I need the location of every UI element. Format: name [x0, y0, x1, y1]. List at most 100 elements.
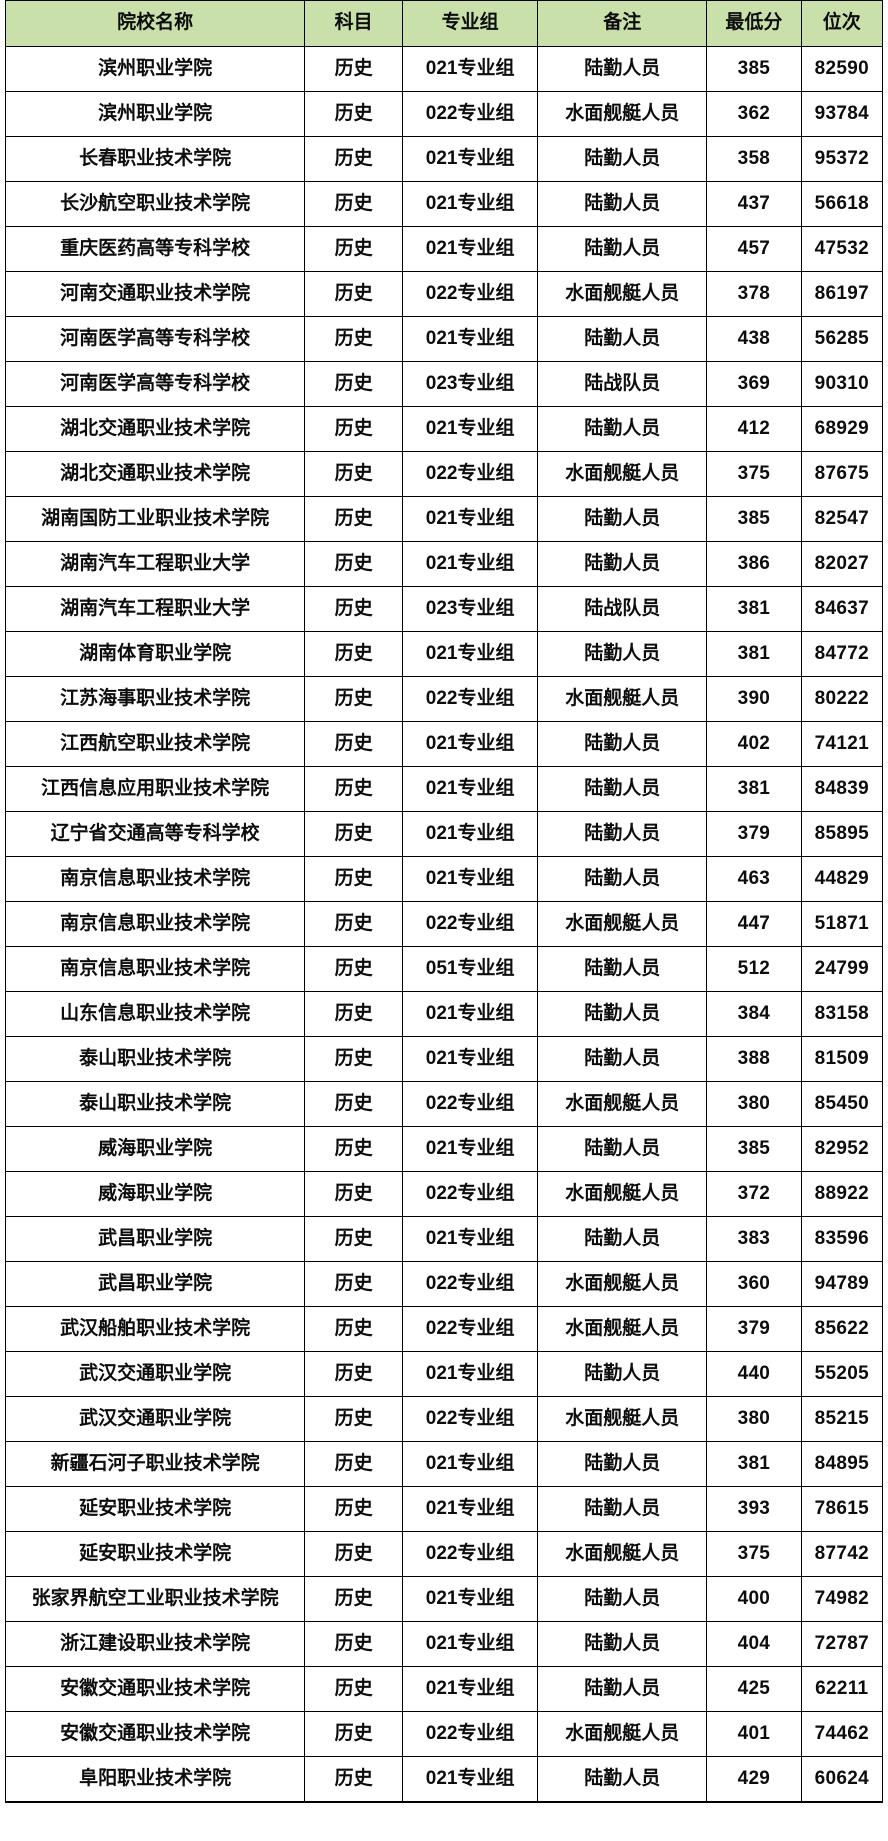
cell-rank: 55205: [800, 1351, 884, 1397]
cell-rank: 84895: [800, 1441, 884, 1487]
cell-school: 武昌职业学院: [4, 1216, 306, 1262]
table-header-row: 院校名称 科目 专业组 备注 最低分 位次: [4, 0, 884, 47]
cell-score: 404: [706, 1621, 802, 1667]
cell-remark: 陆勤人员: [537, 136, 708, 182]
cell-subject: 历史: [304, 541, 403, 587]
cell-school: 山东信息职业技术学院: [4, 991, 306, 1037]
cell-school: 滨州职业学院: [4, 46, 306, 92]
cell-subject: 历史: [304, 1486, 403, 1532]
cell-group: 022专业组: [401, 1396, 539, 1442]
table-row: 新疆石河子职业技术学院 历史 021专业组 陆勤人员 381 84895: [4, 1441, 884, 1487]
cell-score: 393: [706, 1486, 802, 1532]
cell-score: 378: [706, 271, 802, 317]
cell-subject: 历史: [304, 676, 403, 722]
cell-rank: 87675: [800, 451, 884, 497]
cell-school: 长沙航空职业技术学院: [4, 181, 306, 227]
cell-rank: 82547: [800, 496, 884, 542]
cell-score: 457: [706, 226, 802, 272]
cell-subject: 历史: [304, 1216, 403, 1262]
cell-subject: 历史: [304, 406, 403, 452]
cell-school: 延安职业技术学院: [4, 1531, 306, 1577]
cell-subject: 历史: [304, 451, 403, 497]
table-row: 滨州职业学院 历史 022专业组 水面舰艇人员 362 93784: [4, 91, 884, 137]
cell-school: 江西信息应用职业技术学院: [4, 766, 306, 812]
cell-score: 390: [706, 676, 802, 722]
cell-group: 021专业组: [401, 181, 539, 227]
cell-rank: 78615: [800, 1486, 884, 1532]
cell-school: 江西航空职业技术学院: [4, 721, 306, 767]
cell-subject: 历史: [304, 226, 403, 272]
cell-school: 重庆医药高等专科学校: [4, 226, 306, 272]
cell-rank: 93784: [800, 91, 884, 137]
cell-group: 021专业组: [401, 1036, 539, 1082]
cell-score: 512: [706, 946, 802, 992]
cell-remark: 水面舰艇人员: [537, 1261, 708, 1307]
table-row: 长沙航空职业技术学院 历史 021专业组 陆勤人员 437 56618: [4, 181, 884, 227]
table-row: 武昌职业学院 历史 021专业组 陆勤人员 383 83596: [4, 1216, 884, 1262]
cell-score: 381: [706, 1441, 802, 1487]
cell-rank: 85622: [800, 1306, 884, 1352]
cell-subject: 历史: [304, 316, 403, 362]
cell-school: 武汉交通职业学院: [4, 1351, 306, 1397]
cell-group: 021专业组: [401, 1126, 539, 1172]
cell-group: 023专业组: [401, 586, 539, 632]
cell-school: 张家界航空工业职业技术学院: [4, 1576, 306, 1622]
cell-remark: 陆勤人员: [537, 316, 708, 362]
cell-remark: 陆勤人员: [537, 1576, 708, 1622]
cell-school: 河南医学高等专科学校: [4, 316, 306, 362]
cell-rank: 94789: [800, 1261, 884, 1307]
cell-score: 380: [706, 1396, 802, 1442]
cell-remark: 陆勤人员: [537, 46, 708, 92]
cell-school: 武汉船舶职业技术学院: [4, 1306, 306, 1352]
cell-group: 021专业组: [401, 1351, 539, 1397]
column-header-subject: 科目: [304, 0, 403, 47]
cell-rank: 74121: [800, 721, 884, 767]
table-row: 滨州职业学院 历史 021专业组 陆勤人员 385 82590: [4, 46, 884, 92]
cell-remark: 陆勤人员: [537, 406, 708, 452]
cell-score: 381: [706, 766, 802, 812]
cell-group: 022专业组: [401, 451, 539, 497]
cell-school: 南京信息职业技术学院: [4, 856, 306, 902]
cell-remark: 水面舰艇人员: [537, 901, 708, 947]
cell-score: 383: [706, 1216, 802, 1262]
cell-rank: 82027: [800, 541, 884, 587]
cell-school: 泰山职业技术学院: [4, 1081, 306, 1127]
cell-remark: 陆勤人员: [537, 1756, 708, 1803]
cell-rank: 44829: [800, 856, 884, 902]
table-row: 湖北交通职业技术学院 历史 021专业组 陆勤人员 412 68929: [4, 406, 884, 452]
cell-group: 021专业组: [401, 721, 539, 767]
cell-school: 新疆石河子职业技术学院: [4, 1441, 306, 1487]
cell-group: 021专业组: [401, 1666, 539, 1712]
cell-school: 浙江建设职业技术学院: [4, 1621, 306, 1667]
cell-rank: 82952: [800, 1126, 884, 1172]
cell-rank: 84637: [800, 586, 884, 632]
cell-remark: 陆勤人员: [537, 1036, 708, 1082]
table-row: 江苏海事职业技术学院 历史 022专业组 水面舰艇人员 390 80222: [4, 676, 884, 722]
cell-school: 滨州职业学院: [4, 91, 306, 137]
table-row: 长春职业技术学院 历史 021专业组 陆勤人员 358 95372: [4, 136, 884, 182]
cell-subject: 历史: [304, 361, 403, 407]
table-row: 河南交通职业技术学院 历史 022专业组 水面舰艇人员 378 86197: [4, 271, 884, 317]
cell-rank: 24799: [800, 946, 884, 992]
cell-school: 安徽交通职业技术学院: [4, 1711, 306, 1757]
cell-rank: 81509: [800, 1036, 884, 1082]
cell-group: 021专业组: [401, 1756, 539, 1803]
cell-remark: 陆勤人员: [537, 721, 708, 767]
cell-rank: 62211: [800, 1666, 884, 1712]
cell-remark: 陆勤人员: [537, 226, 708, 272]
cell-rank: 88922: [800, 1171, 884, 1217]
cell-group: 022专业组: [401, 1081, 539, 1127]
cell-remark: 陆勤人员: [537, 1351, 708, 1397]
cell-group: 022专业组: [401, 1711, 539, 1757]
cell-subject: 历史: [304, 1666, 403, 1712]
cell-group: 021专业组: [401, 1441, 539, 1487]
table-row: 武昌职业学院 历史 022专业组 水面舰艇人员 360 94789: [4, 1261, 884, 1307]
table-row: 山东信息职业技术学院 历史 021专业组 陆勤人员 384 83158: [4, 991, 884, 1037]
cell-rank: 87742: [800, 1531, 884, 1577]
table-row: 江西信息应用职业技术学院 历史 021专业组 陆勤人员 381 84839: [4, 766, 884, 812]
cell-score: 379: [706, 811, 802, 857]
cell-group: 021专业组: [401, 1216, 539, 1262]
cell-score: 379: [706, 1306, 802, 1352]
cell-school: 湖南汽车工程职业大学: [4, 541, 306, 587]
cell-subject: 历史: [304, 1576, 403, 1622]
